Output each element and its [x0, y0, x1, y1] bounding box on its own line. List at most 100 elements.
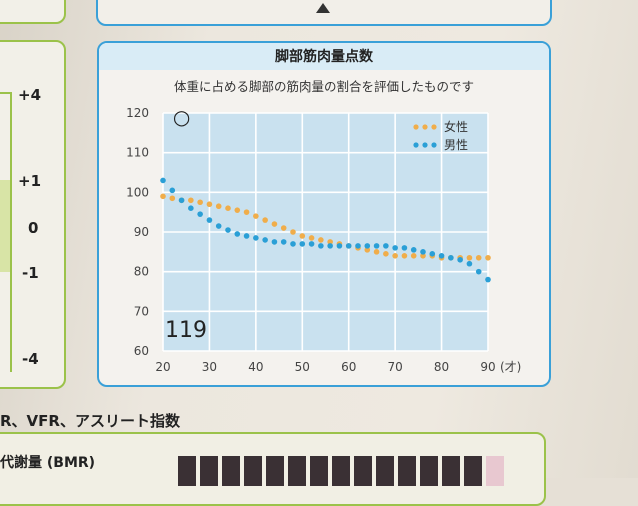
legend-swatch [431, 124, 437, 130]
data-point [475, 254, 482, 261]
data-point [429, 251, 436, 257]
bmr-bar-segment [178, 456, 196, 486]
y-tick-label: 100 [126, 185, 149, 199]
data-point [178, 197, 185, 204]
x-tick-label: 30 [202, 360, 217, 374]
x-tick-label: 50 [295, 360, 310, 374]
data-point [243, 209, 250, 215]
data-point [280, 225, 287, 231]
left-top-panel [0, 0, 66, 24]
data-point [383, 251, 389, 257]
data-point [215, 203, 222, 210]
data-point [327, 239, 333, 245]
bmr-bar-segment [310, 456, 328, 486]
data-point [466, 260, 473, 267]
x-tick-label: 20 [155, 360, 170, 374]
data-point [355, 243, 361, 249]
data-point [290, 229, 296, 235]
data-point [197, 199, 203, 206]
data-point [383, 243, 389, 249]
data-point [392, 253, 398, 259]
data-point [169, 187, 176, 194]
data-point [401, 245, 408, 251]
data-point [206, 201, 213, 208]
y-tick-label: 70 [134, 304, 149, 318]
y-tick-label: 90 [134, 225, 149, 239]
bmr-bar-segment [354, 456, 372, 486]
x-tick-label: 40 [248, 360, 263, 374]
data-point [410, 253, 417, 259]
bmr-bar-segment [288, 456, 306, 486]
data-point [318, 243, 324, 249]
y-tick-label: 80 [134, 265, 149, 279]
legend-swatch [413, 142, 419, 148]
bmr-bar-segment [266, 456, 284, 486]
data-point [392, 245, 398, 251]
x-tick-label: 60 [341, 360, 356, 374]
data-point [188, 197, 194, 204]
y-tick-label: 60 [134, 344, 149, 358]
legend-swatch [413, 124, 419, 130]
measured-value-marker: ○ [173, 105, 190, 129]
data-point [262, 237, 268, 243]
data-point [410, 247, 417, 253]
x-tick-label: 70 [388, 360, 403, 374]
scale-value: +4 [18, 86, 42, 104]
legend-swatch [422, 124, 428, 130]
data-point [215, 223, 222, 229]
data-point [485, 276, 491, 283]
bmr-bar-segment [442, 456, 460, 486]
data-point [299, 233, 306, 239]
data-point [197, 211, 203, 217]
scale-value: -1 [22, 264, 39, 282]
data-point [225, 205, 231, 211]
left-scale-band [0, 180, 10, 272]
legend-swatch [431, 142, 437, 148]
data-point [169, 195, 176, 202]
data-point [308, 241, 315, 247]
data-point [373, 243, 380, 249]
data-point [160, 177, 166, 184]
scale-value: -4 [22, 350, 39, 368]
y-tick-label: 110 [126, 146, 149, 160]
data-point [448, 254, 454, 261]
legend-label: 男性 [444, 138, 468, 152]
data-point [299, 241, 306, 247]
bmr-bar-segment [464, 456, 482, 486]
data-point [234, 207, 241, 213]
bmr-bar-segment [332, 456, 350, 486]
score-label: 119 [165, 318, 207, 343]
data-point [271, 221, 278, 227]
bmr-bar-segment [398, 456, 416, 486]
legend-label: 女性 [444, 119, 468, 134]
x-tick-label: 80 [434, 360, 449, 374]
bmr-bar-segment [486, 456, 504, 486]
bmr-bar-segment [200, 456, 218, 486]
chart-title: 脚部筋肉量点数 [275, 49, 373, 65]
data-point [290, 241, 296, 247]
data-point [401, 253, 408, 259]
data-point [253, 213, 259, 219]
leg-muscle-chart: 120 110 100 90 80 70 60 20 30 40 50 60 70 80 90 (才) 女性男性… [126, 105, 521, 374]
left-scale-line [0, 92, 12, 372]
data-point [336, 243, 343, 249]
data-point [438, 253, 445, 259]
data-point [420, 253, 426, 259]
bmr-bar-segment [222, 456, 240, 486]
data-point [318, 237, 324, 243]
data-point [457, 256, 463, 263]
bmr-bar-segment [376, 456, 394, 486]
data-point [420, 249, 426, 255]
data-point [253, 235, 259, 241]
data-point [271, 239, 278, 245]
bmr-bar-segment [244, 456, 262, 486]
data-point [345, 243, 352, 249]
bmr-bar-scale [178, 456, 504, 486]
data-point [234, 231, 241, 237]
data-point [188, 205, 194, 211]
bmr-bar-segment [420, 456, 438, 486]
data-point [485, 254, 491, 261]
scale-value: +1 [18, 172, 42, 190]
bmr-label: 代謝量 (BMR) [0, 455, 96, 471]
data-point [373, 249, 380, 255]
